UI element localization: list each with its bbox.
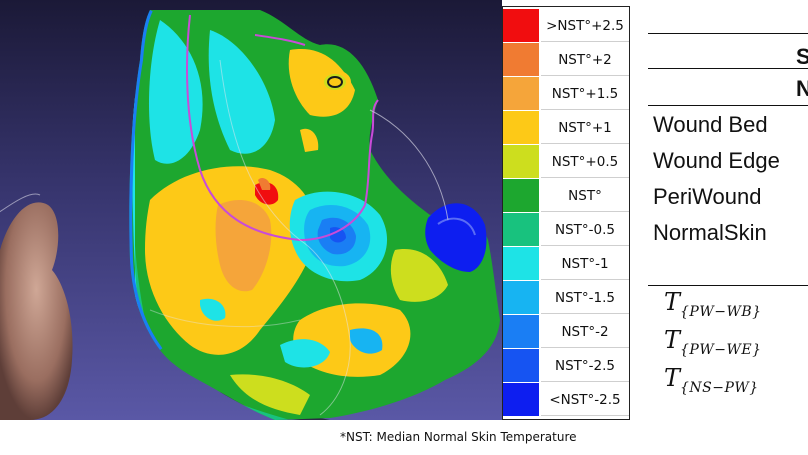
legend-swatch — [503, 247, 539, 281]
thermal-3d-view — [0, 0, 502, 420]
region-table: S N Wound Bed Wound Edge PeriWound Norma… — [640, 0, 808, 420]
legend-item: NST°+0.5 — [503, 144, 629, 180]
table-rule — [648, 68, 808, 69]
legend-item: NST°-2.5 — [503, 348, 629, 384]
threshold-symbol: T — [664, 326, 681, 354]
temperature-legend: >NST°+2.5 NST°+2 NST°+1.5 NST°+1 NST°+0.… — [502, 6, 630, 420]
legend-label: NST°-0.5 — [541, 214, 629, 246]
wound-boundary-curve — [186, 14, 366, 242]
legend-swatch — [503, 111, 539, 145]
table-header-fragment: S — [796, 44, 808, 69]
legend-label: <NST°-2.5 — [541, 384, 629, 416]
legend-label: NST°+1.5 — [541, 78, 629, 110]
threshold-symbol: T — [664, 364, 681, 392]
legend-item: NST°+1 — [503, 110, 629, 146]
legend-item: NST°-1 — [503, 246, 629, 282]
legend-label: NST°-2 — [541, 316, 629, 348]
legend-label: NST°-1.5 — [541, 282, 629, 314]
threshold-pw-we: T{PW−WE} — [664, 326, 761, 358]
threshold-subscript: {PW−WE} — [680, 342, 762, 358]
legend-item: NST°-2 — [503, 314, 629, 350]
table-rule — [648, 105, 808, 106]
threshold-subscript: {NS−PW} — [680, 380, 759, 396]
table-rule — [648, 33, 808, 34]
legend-swatch — [503, 213, 539, 247]
row-label-wound-bed: Wound Bed — [653, 112, 768, 137]
row-label-periwound: PeriWound — [653, 184, 762, 209]
legend-swatch — [503, 315, 539, 349]
legend-label: NST°+2 — [541, 44, 629, 76]
legend-label: NST°-1 — [541, 248, 629, 280]
legend-item: NST°-0.5 — [503, 212, 629, 248]
legend-swatch — [503, 43, 539, 77]
legend-swatch — [503, 145, 539, 179]
legend-label: NST°-2.5 — [541, 350, 629, 382]
threshold-ns-pw: T{NS−PW} — [664, 364, 759, 396]
table-rule — [648, 285, 808, 286]
row-label-wound-edge: Wound Edge — [653, 148, 780, 173]
legend-swatch — [503, 179, 539, 213]
legend-label: NST°+1 — [541, 112, 629, 144]
legend-item: <NST°-2.5 — [503, 382, 629, 418]
cold-heel-region — [425, 203, 487, 272]
footnote: *NST: Median Normal Skin Temperature — [340, 430, 577, 444]
legend-swatch — [503, 9, 539, 43]
legend-item: NST°+2 — [503, 42, 629, 78]
row-label-normal-skin: NormalSkin — [653, 220, 767, 245]
table-header-fragment: N — [796, 76, 808, 101]
legend-item: NST°+1.5 — [503, 76, 629, 112]
threshold-symbol: T — [664, 288, 681, 316]
legend-swatch — [503, 281, 539, 315]
legend-item: NST°-1.5 — [503, 280, 629, 316]
thermal-map-drawing — [0, 10, 501, 420]
legend-swatch — [503, 77, 539, 111]
legend-label: >NST°+2.5 — [541, 10, 629, 42]
legend-swatch — [503, 349, 539, 383]
threshold-subscript: {PW−WB} — [680, 304, 762, 320]
legend-swatch — [503, 383, 539, 417]
legend-label: NST° — [541, 180, 629, 212]
legend-item: NST° — [503, 178, 629, 214]
skin-toe-photo — [0, 193, 73, 420]
legend-label: NST°+0.5 — [541, 146, 629, 178]
legend-item: >NST°+2.5 — [503, 8, 629, 44]
threshold-pw-wb: T{PW−WB} — [664, 288, 762, 320]
